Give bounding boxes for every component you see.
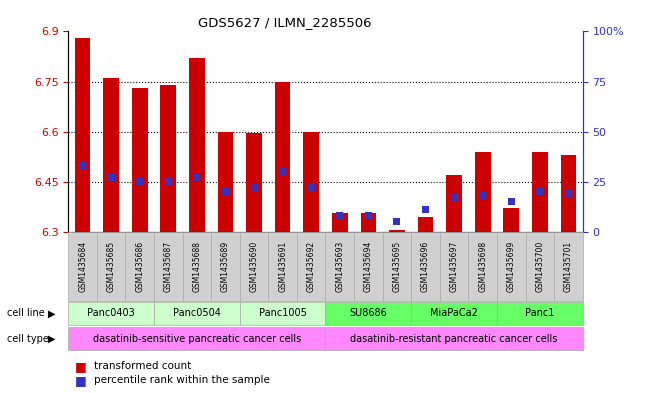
Bar [554, 232, 583, 301]
Bar [268, 232, 297, 301]
Bar [136, 178, 143, 185]
Bar [468, 232, 497, 301]
Text: GSM1435690: GSM1435690 [249, 241, 258, 292]
Text: SU8686: SU8686 [350, 309, 387, 318]
Text: cell line: cell line [7, 309, 44, 318]
Text: transformed count: transformed count [94, 361, 191, 371]
Bar [536, 188, 544, 195]
Text: dasatinib-resistant pancreatic cancer cells: dasatinib-resistant pancreatic cancer ce… [350, 334, 558, 344]
Bar [104, 78, 119, 232]
Bar [411, 302, 497, 325]
Text: GSM1435696: GSM1435696 [421, 241, 430, 292]
Bar [440, 232, 468, 301]
Bar [279, 168, 286, 175]
Bar [422, 206, 429, 213]
Text: GSM1435685: GSM1435685 [107, 241, 116, 292]
Text: GSM1435687: GSM1435687 [164, 241, 173, 292]
Text: Panc1005: Panc1005 [258, 309, 307, 318]
Bar [183, 232, 211, 301]
Text: ▶: ▶ [48, 334, 56, 344]
Text: MiaPaCa2: MiaPaCa2 [430, 309, 478, 318]
Text: percentile rank within the sample: percentile rank within the sample [94, 375, 270, 385]
Text: Panc0403: Panc0403 [87, 309, 135, 318]
Bar [508, 198, 515, 205]
Bar [251, 184, 258, 191]
Text: cell type: cell type [7, 334, 48, 344]
Text: ▶: ▶ [48, 309, 56, 318]
Bar [326, 232, 354, 301]
Bar [189, 58, 205, 232]
Bar [525, 232, 554, 301]
Bar [475, 152, 490, 232]
Bar [154, 302, 240, 325]
Text: ■: ■ [75, 374, 87, 387]
Bar [561, 155, 576, 232]
Text: GSM1435697: GSM1435697 [450, 241, 458, 292]
Bar [497, 232, 525, 301]
Text: dasatinib-sensitive pancreatic cancer cells: dasatinib-sensitive pancreatic cancer ce… [93, 334, 301, 344]
Text: Panc0504: Panc0504 [173, 309, 221, 318]
Bar [222, 188, 229, 195]
Bar [532, 152, 547, 232]
Bar [365, 212, 372, 219]
Bar [361, 213, 376, 232]
Text: GSM1435695: GSM1435695 [393, 241, 402, 292]
Bar [68, 327, 326, 351]
Bar [411, 232, 440, 301]
Text: GSM1435686: GSM1435686 [135, 241, 145, 292]
Text: GSM1435684: GSM1435684 [78, 241, 87, 292]
Bar [68, 232, 97, 301]
Bar [308, 184, 314, 191]
Bar [240, 302, 326, 325]
Bar [354, 232, 383, 301]
Bar [154, 232, 183, 301]
Bar [97, 232, 126, 301]
Text: GSM1435689: GSM1435689 [221, 241, 230, 292]
Bar [479, 192, 486, 199]
Text: GSM1435693: GSM1435693 [335, 241, 344, 292]
Bar [446, 175, 462, 232]
Bar [132, 88, 148, 232]
Bar [450, 194, 458, 201]
Bar [326, 302, 411, 325]
Bar [497, 302, 583, 325]
Bar [79, 162, 86, 169]
Bar [217, 132, 233, 232]
Text: GSM1435701: GSM1435701 [564, 241, 573, 292]
Bar [297, 232, 326, 301]
Bar [68, 302, 154, 325]
Bar [161, 85, 176, 232]
Text: Panc1: Panc1 [525, 309, 555, 318]
Bar [389, 230, 405, 232]
Bar [240, 232, 268, 301]
Bar [75, 38, 90, 232]
Title: GDS5627 / ILMN_2285506: GDS5627 / ILMN_2285506 [198, 16, 371, 29]
Bar [246, 133, 262, 232]
Bar [565, 190, 572, 197]
Bar [326, 327, 583, 351]
Bar [107, 174, 115, 181]
Text: GSM1435698: GSM1435698 [478, 241, 487, 292]
Bar [211, 232, 240, 301]
Bar [165, 178, 172, 185]
Bar [418, 217, 434, 232]
Bar [303, 132, 319, 232]
Text: ■: ■ [75, 360, 87, 373]
Text: GSM1435691: GSM1435691 [278, 241, 287, 292]
Bar [126, 232, 154, 301]
Bar [332, 213, 348, 232]
Text: GSM1435692: GSM1435692 [307, 241, 316, 292]
Bar [383, 232, 411, 301]
Text: GSM1435694: GSM1435694 [364, 241, 373, 292]
Bar [193, 174, 201, 181]
Text: GSM1435700: GSM1435700 [535, 241, 544, 292]
Bar [503, 209, 519, 232]
Bar [275, 82, 290, 232]
Bar [337, 212, 343, 219]
Text: GSM1435688: GSM1435688 [193, 241, 201, 292]
Text: GSM1435699: GSM1435699 [506, 241, 516, 292]
Bar [393, 219, 400, 225]
